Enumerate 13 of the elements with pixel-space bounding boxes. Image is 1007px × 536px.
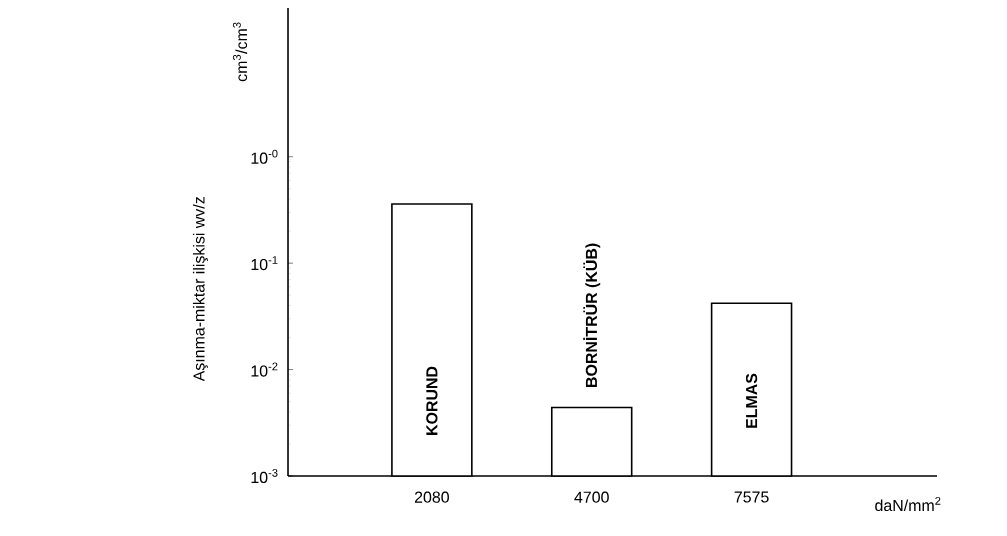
x-tick-label: 2080 [414, 491, 449, 503]
y-tick-label: 10$^{-2}$ [251, 362, 278, 377]
y-tick-label: 10$^{-1}$ [251, 256, 278, 271]
x-tick-label: 4700 [574, 491, 609, 503]
y-tick-label: 10$^{-3}$ [251, 468, 278, 484]
annotation: ELMAS [745, 373, 758, 428]
annotation: KORUND [426, 366, 438, 435]
x-axis-title: daN/mm$^{2}$ [875, 496, 941, 512]
annotation: BORNİTRÜR (KÜB) [583, 243, 601, 387]
text: cm$^{3}$/cm$^{3}$ [232, 22, 248, 82]
x-tick-label: 7575 [734, 491, 769, 503]
y-tick-label: 10$^{-0}$ [251, 149, 278, 164]
y-axis-title: Aşınma-miktar ilişkisi wv/z [192, 197, 208, 382]
